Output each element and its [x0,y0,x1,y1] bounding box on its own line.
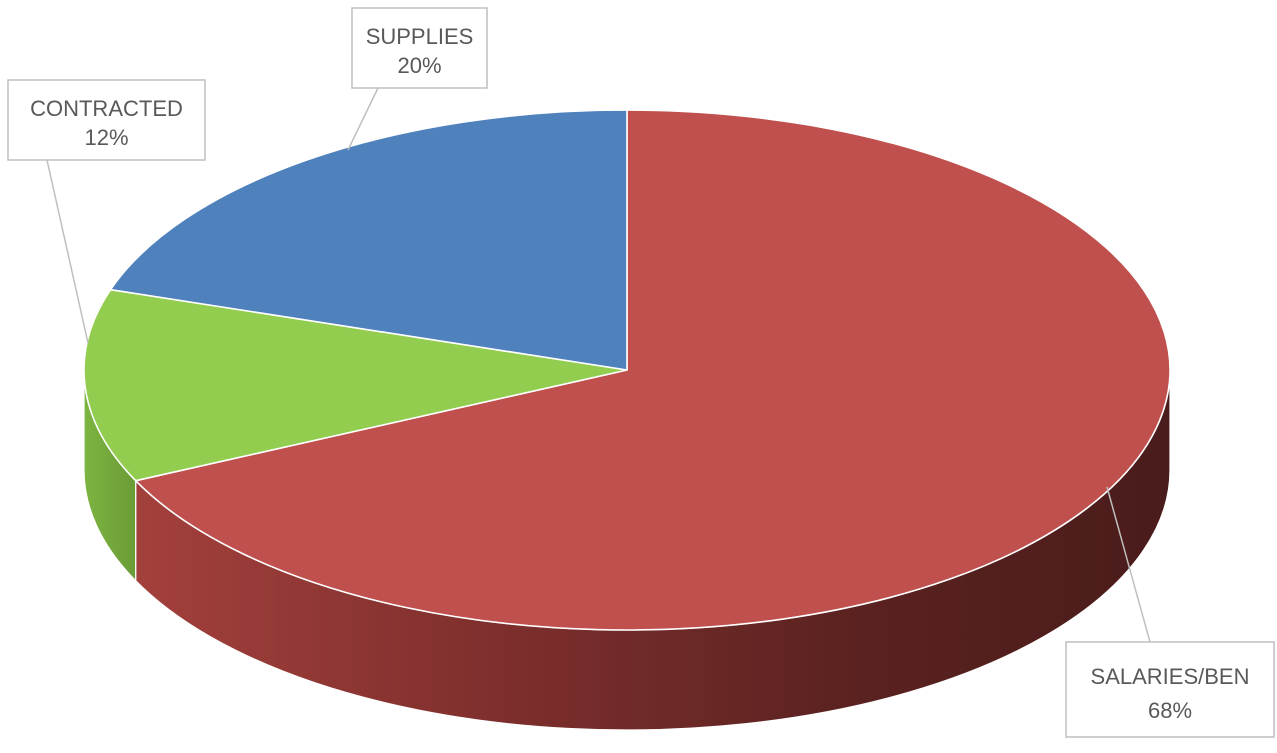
slice-supplies [109,109,628,371]
slice-salaries-ben [134,109,1171,631]
callouts: SALARIES/BEN 68% CONTRACTED 12% SUPPLIES 20% [7,7,1275,738]
callout-supplies: SUPPLIES 20% [347,7,488,151]
pie-tops [83,109,1171,631]
leader-line [347,87,379,151]
slice-value-label: 68% [1148,698,1192,723]
callout-box [7,79,206,161]
callout-salaries-ben: SALARIES/BEN 68% [1065,486,1275,738]
slice-contracted [83,288,628,482]
callout-box [351,7,488,89]
callout-box [1065,641,1275,738]
slice-label: CONTRACTED [30,96,183,121]
leader-line [1106,486,1151,643]
slice-label: SUPPLIES [366,24,474,49]
callout-contracted: CONTRACTED 12% [7,79,206,344]
slice-value-label: 12% [84,125,128,150]
slice-value-label: 20% [397,53,441,78]
leader-line [46,159,89,344]
slice-label: SALARIES/BEN [1091,664,1250,689]
